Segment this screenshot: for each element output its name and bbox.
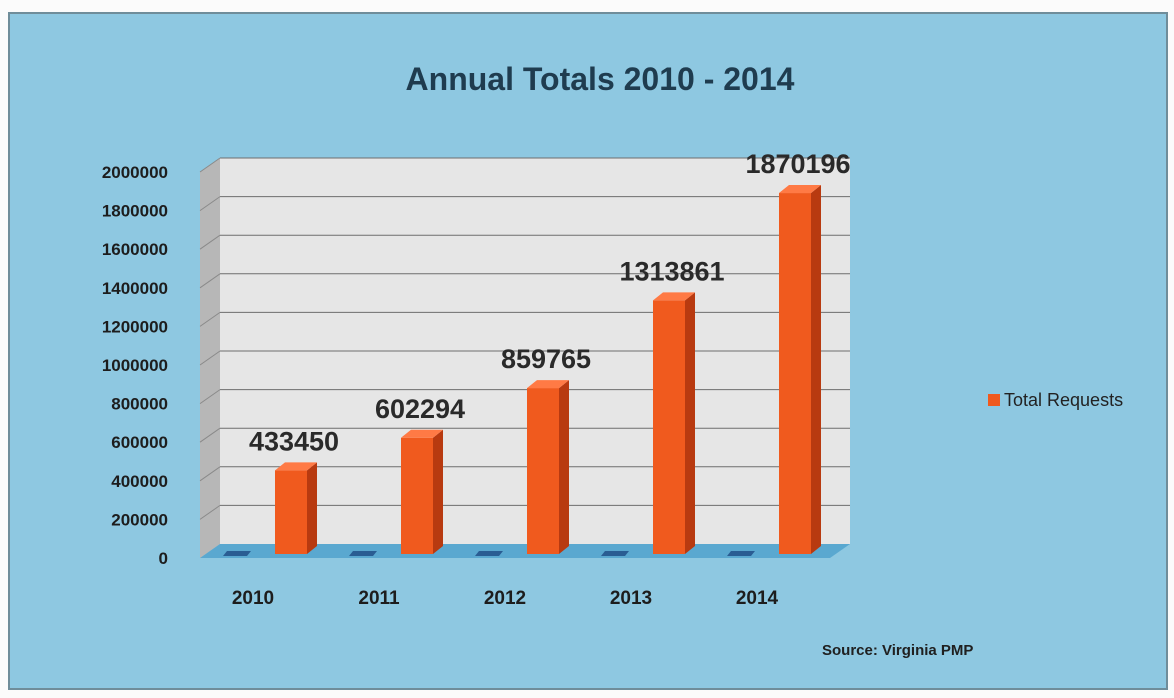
data-label: 602294 — [375, 394, 465, 424]
gridline-side — [199, 466, 221, 482]
y-tick-label: 0 — [159, 549, 168, 568]
bar-top — [275, 462, 317, 471]
gridline-side — [199, 234, 221, 250]
y-tick-label: 200000 — [111, 510, 168, 529]
gridline-side — [199, 157, 221, 173]
floor-marker — [601, 551, 629, 556]
bar-side — [433, 429, 443, 554]
chart-canvas: Annual Totals 2010 - 2014 0 200000 400000 6… — [102, 61, 1123, 659]
y-tick-label: 800000 — [111, 395, 168, 414]
bar-side — [307, 462, 317, 554]
bar-side — [811, 185, 821, 554]
bar-top — [779, 185, 821, 194]
y-tick-label: 1000000 — [102, 356, 168, 375]
gridline-side — [199, 311, 221, 327]
bar — [653, 300, 685, 554]
bar-top — [653, 292, 695, 301]
bar — [779, 193, 811, 554]
y-tick-label: 1400000 — [102, 279, 168, 298]
bar-side — [559, 380, 569, 554]
y-tick-label: 600000 — [111, 433, 168, 452]
bar-top — [401, 429, 443, 438]
data-label: 1313861 — [619, 256, 724, 286]
gridline-side — [199, 389, 221, 405]
x-tick-label: 2014 — [736, 588, 779, 609]
y-tick-label: 2000000 — [102, 163, 168, 182]
y-tick-label: 1800000 — [102, 202, 168, 221]
plot-area: 0 200000 400000 600000 800000 1000000 1200000 1… — [102, 149, 851, 609]
bar-side — [685, 292, 695, 554]
y-tick-label: 1600000 — [102, 240, 168, 259]
data-label: 1870196 — [745, 149, 850, 179]
y-tick-label: 1200000 — [102, 317, 168, 336]
x-tick-label: 2012 — [484, 588, 526, 609]
source-note: Source: Virginia PMP — [822, 642, 973, 659]
bar-top — [527, 380, 569, 389]
data-label: 859765 — [501, 344, 591, 374]
chart-title: Annual Totals 2010 - 2014 — [406, 61, 795, 97]
chart-frame: Annual Totals 2010 - 2014 0 200000 400000 6… — [8, 12, 1168, 690]
gridline-side — [199, 196, 221, 212]
floor-marker — [475, 551, 503, 556]
data-label: 433450 — [249, 426, 339, 456]
gridline-side — [199, 504, 221, 520]
bar — [275, 470, 307, 554]
gridline-side — [199, 427, 221, 443]
x-tick-label: 2010 — [232, 588, 274, 609]
legend-label-total-requests: Total Requests — [1004, 390, 1123, 410]
floor-marker — [223, 551, 251, 556]
floor-marker — [727, 551, 755, 556]
bar — [401, 437, 433, 554]
x-tick-label: 2011 — [358, 588, 400, 609]
gridline-side — [199, 350, 221, 366]
y-tick-label: 400000 — [111, 472, 168, 491]
legend-swatch-total-requests — [988, 394, 1000, 406]
x-tick-label: 2013 — [610, 588, 652, 609]
legend: Total Requests — [988, 390, 1123, 410]
bar — [527, 388, 559, 554]
floor-marker — [349, 551, 377, 556]
gridline-side — [199, 273, 221, 289]
